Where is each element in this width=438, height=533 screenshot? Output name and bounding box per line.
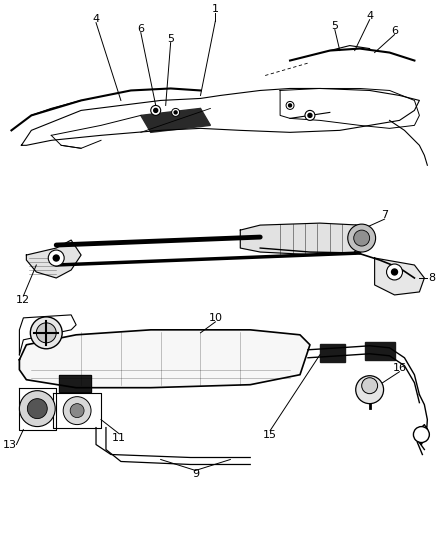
Text: 6: 6 [391, 26, 398, 36]
Text: 15: 15 [263, 430, 277, 440]
Text: 12: 12 [16, 295, 31, 305]
Text: 16: 16 [392, 363, 406, 373]
Circle shape [154, 108, 158, 112]
Text: 13: 13 [3, 440, 17, 449]
Text: 4: 4 [366, 11, 373, 21]
Circle shape [289, 104, 292, 107]
Circle shape [53, 255, 59, 261]
Circle shape [19, 391, 55, 426]
Circle shape [305, 110, 315, 120]
Text: 6: 6 [137, 23, 144, 34]
Text: 7: 7 [381, 210, 388, 220]
Text: 1: 1 [212, 4, 219, 14]
Polygon shape [374, 258, 424, 295]
Polygon shape [59, 375, 91, 392]
Circle shape [286, 101, 294, 109]
Circle shape [354, 230, 370, 246]
Circle shape [356, 376, 384, 403]
Circle shape [174, 111, 177, 114]
Text: 5: 5 [167, 34, 174, 44]
Circle shape [387, 264, 403, 280]
Circle shape [308, 114, 312, 117]
Polygon shape [320, 344, 345, 362]
Polygon shape [240, 223, 365, 255]
Circle shape [63, 397, 91, 425]
Circle shape [413, 426, 429, 442]
Polygon shape [365, 342, 395, 360]
Polygon shape [19, 330, 310, 387]
Circle shape [36, 323, 56, 343]
Text: 8: 8 [428, 273, 435, 283]
Text: 11: 11 [112, 433, 126, 442]
Text: 4: 4 [92, 14, 99, 23]
Circle shape [362, 378, 378, 394]
Text: 5: 5 [331, 21, 338, 30]
Text: 10: 10 [208, 313, 223, 323]
Circle shape [27, 399, 47, 418]
Circle shape [348, 224, 376, 252]
Circle shape [30, 317, 62, 349]
Circle shape [392, 269, 398, 275]
Circle shape [172, 108, 180, 116]
Text: 9: 9 [192, 470, 199, 480]
Circle shape [151, 106, 161, 116]
Circle shape [48, 250, 64, 266]
Polygon shape [141, 108, 210, 132]
Polygon shape [26, 240, 81, 278]
Circle shape [70, 403, 84, 417]
